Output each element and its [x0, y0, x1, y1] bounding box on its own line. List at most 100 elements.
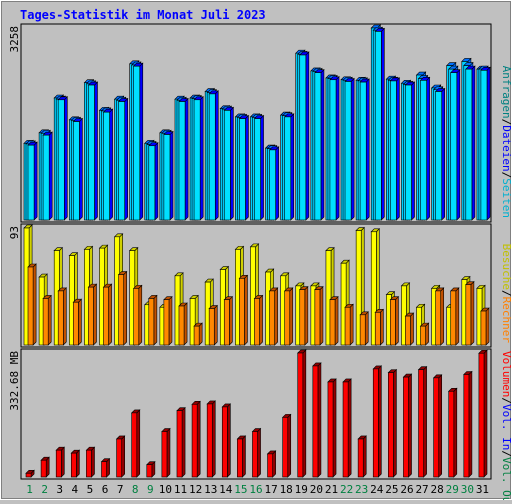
bar-seiten-day-26 — [404, 81, 416, 221]
bar-volumen-day-29-front — [448, 390, 455, 478]
x-tick-label-day-22: 22 — [340, 483, 353, 496]
bar-volumen-day-25-side — [393, 368, 397, 478]
bar-rechner-day-17 — [268, 287, 279, 346]
bar-rechner-day-17-side — [274, 287, 278, 346]
bar-seiten-day-31-side — [486, 66, 491, 221]
bar-volumen-day-6-front — [101, 461, 107, 478]
bar-volumen-day-19 — [297, 349, 307, 478]
bar-volumen-day-2-front — [40, 459, 47, 478]
legend-entry: Volumen — [500, 351, 512, 397]
bar-volumen-day-16-side — [257, 427, 261, 478]
bar-rechner-day-6-side — [108, 283, 112, 346]
bar-seiten-day-4-side — [79, 117, 83, 221]
bar-volumen-day-22-front — [342, 381, 349, 478]
bar-rechner-day-18-side — [289, 287, 294, 346]
bar-seiten-day-17-side — [275, 146, 279, 221]
bar-rechner-day-12-side — [198, 322, 203, 346]
panel-bottom: 332.68 MB Volumen/Vol. In/Vol. Out — [8, 348, 512, 504]
bar-rechner-day-23-side — [364, 311, 369, 346]
x-tick-label-day-16: 16 — [249, 483, 262, 496]
x-tick-label-day-17: 17 — [264, 483, 277, 496]
bar-volumen-day-18 — [281, 413, 292, 478]
bar-seiten-day-3-side — [63, 96, 68, 221]
bar-rechner-day-27-side — [425, 322, 429, 346]
bar-rechner-day-11-front — [178, 305, 185, 346]
bar-volumen-day-3 — [55, 446, 66, 478]
bar-rechner-day-16 — [253, 294, 264, 346]
bar-seiten-day-24-front — [374, 31, 382, 221]
x-tick-label-day-13: 13 — [204, 483, 217, 496]
bar-seiten-day-18-side — [290, 113, 295, 221]
bar-rechner-day-23 — [359, 311, 369, 346]
bar-volumen-day-24-side — [378, 365, 382, 478]
bar-rechner-day-15-side — [244, 274, 248, 346]
bar-rechner-day-25 — [389, 295, 400, 346]
bar-seiten-day-19 — [299, 51, 310, 221]
bar-seiten-day-20-side — [320, 68, 325, 221]
bar-seiten-day-6-side — [109, 108, 113, 221]
bar-rechner-day-3 — [57, 287, 68, 346]
bar-seiten-day-24-side — [381, 27, 385, 221]
bar-volumen-day-25 — [387, 368, 398, 478]
bar-rechner-day-15 — [238, 274, 249, 346]
x-tick-label-day-3: 3 — [56, 483, 63, 496]
bar-volumen-day-17 — [266, 450, 277, 478]
bar-seiten-day-1 — [27, 141, 38, 221]
bar-rechner-day-26-side — [410, 312, 414, 346]
bar-volumen-day-17-front — [267, 453, 273, 478]
bar-rechner-day-8-front — [133, 288, 140, 346]
chart-title: Tages-Statistik im Monat Juli 2023 — [20, 8, 266, 22]
bar-seiten-day-17-front — [269, 149, 276, 221]
bar-volumen-day-27-side — [423, 365, 427, 478]
chart-panels: 3258Anfragen/Dateien/Seiten93Besuche/Rec… — [8, 23, 512, 504]
bar-volumen-day-26 — [402, 373, 413, 478]
bar-volumen-day-6 — [100, 457, 111, 478]
bar-seiten-day-21-front — [329, 79, 337, 221]
bar-volumen-day-9 — [146, 460, 156, 478]
bar-volumen-day-10-side — [166, 427, 171, 478]
bar-seiten-day-16-side — [260, 114, 264, 221]
x-tick-label-day-24: 24 — [370, 483, 384, 496]
bar-rechner-day-25-front — [390, 299, 396, 346]
bar-seiten-day-1-front — [27, 144, 35, 221]
bar-volumen-day-18-front — [282, 417, 289, 478]
bar-rechner-day-27-front — [420, 325, 426, 346]
bar-seiten-day-25-side — [396, 77, 400, 221]
bar-volumen-day-16 — [251, 427, 262, 478]
bar-rechner-day-23-front — [359, 314, 366, 346]
bar-volumen-day-30 — [463, 370, 473, 478]
bar-rechner-day-25-side — [395, 295, 399, 346]
legend-entry: / — [500, 290, 512, 297]
bar-seiten-day-27 — [419, 76, 431, 221]
bar-rechner-day-29 — [449, 287, 460, 346]
bar-seiten-day-28-front — [435, 91, 443, 221]
bar-seiten-day-23-front — [359, 81, 367, 221]
bar-volumen-day-8-front — [131, 412, 138, 478]
bar-seiten-day-24 — [374, 27, 386, 221]
bar-rechner-day-22-side — [349, 303, 354, 346]
bar-rechner-day-13 — [208, 304, 218, 346]
bar-rechner-day-16-front — [254, 298, 260, 346]
bar-seiten-day-5 — [87, 81, 99, 221]
bar-seiten-day-14-front — [223, 110, 231, 221]
bar-seiten-day-1-side — [33, 141, 38, 221]
bar-rechner-day-14 — [223, 295, 234, 346]
bar-seiten-day-22-side — [350, 77, 355, 221]
x-tick-label-day-9: 9 — [147, 483, 154, 496]
bar-seiten-day-21-side — [335, 76, 340, 221]
bar-rechner-day-12 — [193, 322, 203, 346]
bar-seiten-day-21 — [329, 76, 340, 221]
bar-seiten-day-15-side — [245, 114, 249, 221]
y-max-label: 332.68 MB — [8, 351, 21, 411]
bar-volumen-day-12-side — [196, 400, 201, 478]
bar-volumen-day-19-front — [297, 352, 304, 478]
bar-rechner-day-27 — [419, 322, 430, 346]
bar-volumen-day-1-front — [25, 472, 32, 478]
bar-rechner-day-29-side — [455, 287, 460, 346]
legend-entry: Dateien — [500, 125, 512, 171]
bar-volumen-day-9-front — [146, 464, 153, 478]
bar-volumen-day-23-side — [362, 435, 367, 478]
bar-seiten-day-16 — [253, 114, 265, 221]
bar-volumen-day-19-side — [302, 349, 307, 478]
